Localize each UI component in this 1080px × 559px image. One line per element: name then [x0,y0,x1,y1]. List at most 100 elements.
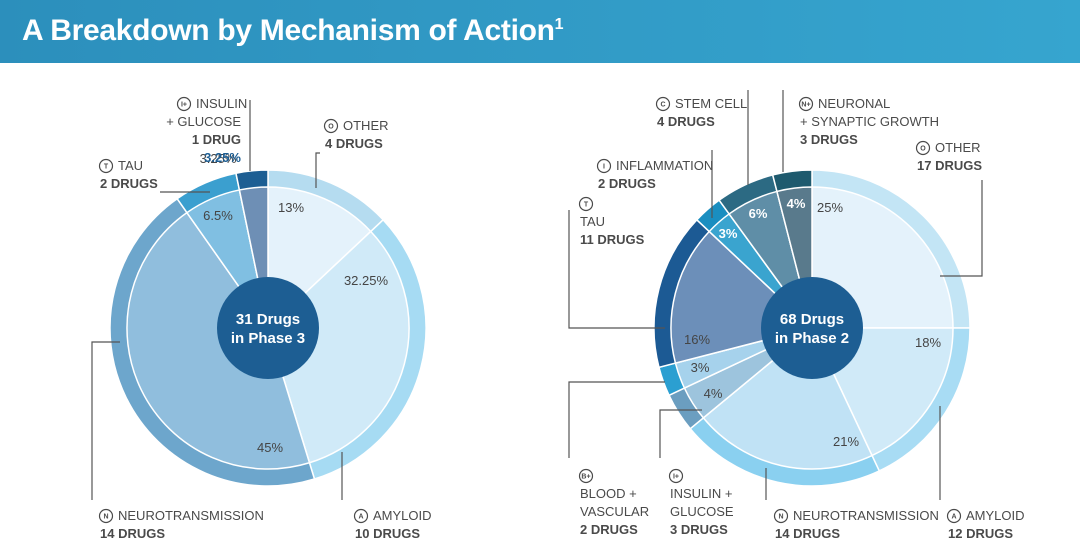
legend-tau: T TAU 11 DRUGS [578,196,645,247]
legend-label-neurotransmission: NEUROTRANSMISSION [793,508,939,523]
amyloid-icon [946,508,962,524]
other-icon-glyph: O [328,124,334,131]
neurotransmission-icon [98,508,114,524]
other-icon [323,118,339,134]
pie-chart-2: 68 Drugs in Phase 2 25% O OTHER 17 DRUGS 18% A A… [568,90,1025,541]
legend-value-inflammation: 2 DRUGS [598,176,656,191]
neuronal_synaptic-icon-glyph: N+ [801,102,810,109]
insulin_glucose-icon-glyph: I+ [181,102,187,109]
tau-icon-glyph: T [104,164,109,171]
pie-chart-1: 31 Drugs in Phase 3 13% O OTHER 4 DRUGS 32.25%… [91,96,432,541]
other-icon [915,140,931,156]
neurotransmission-icon-glyph: N [103,514,108,521]
legend-value-amyloid: 10 DRUGS [355,526,420,541]
legend-neurotransmission: N NEUROTRANSMISSION 14 DRUGS [773,508,939,541]
legend-value-tau: 2 DRUGS [100,176,158,191]
legend-label-stem_cell: STEM CELL [675,96,747,111]
center-circle [761,277,863,379]
percent-label-other: 25% [817,200,843,215]
legend-amyloid: A AMYLOID 10 DRUGS [353,508,432,541]
title-footnote: 1 [554,16,564,33]
stem_cell-icon [655,96,671,112]
neurotransmission-icon [773,508,789,524]
legend-other: O OTHER 17 DRUGS [915,140,982,173]
center-label: in Phase 2 [775,330,849,347]
tau-icon [98,158,114,174]
percent-label-other: 13% [278,200,304,215]
percent-label-tau: 16% [684,332,710,347]
legend-value-neurotransmission: 14 DRUGS [775,526,840,541]
legend-value-tau: 11 DRUGS [580,232,645,247]
percent-label-insulin_glucose: 3.25% [200,151,237,166]
center-circle [217,277,319,379]
blood_vascular-icon-glyph: B+ [581,474,590,481]
slice-neurotransmission [126,211,311,470]
inflammation-icon-glyph: I [603,164,605,171]
amyloid-icon-glyph: A [358,514,363,521]
insulin_glucose-icon-glyph: I+ [673,474,679,481]
neurotransmission-icon-glyph: N [778,514,783,521]
legend-label-tau: TAU [580,214,605,229]
percent-label-neurotransmission: 45% [257,440,283,455]
legend-insulin_glucose: I+ INSULIN + GLUCOSE 1 DRUG 3.25% [166,96,247,165]
legend-inflammation: I INFLAMMATION 2 DRUGS [596,158,713,191]
slice-amyloid [267,230,410,464]
legend-insulin_glucose: I+ INSULIN + GLUCOSE 3 DRUGS [668,468,734,537]
percent-label-neuronal_synaptic: 4% [787,196,806,211]
inflammation-icon [596,158,612,174]
legend-label-insulin_glucose: INSULIN [196,96,247,111]
slice-neurotransmission [702,326,874,470]
center-label: in Phase 3 [231,330,305,347]
legend-amyloid: A AMYLOID 12 DRUGS [946,508,1025,541]
legend-percent-insulin_glucose: 3.25% [204,150,241,165]
legend-label-blood_vascular: VASCULAR [580,504,649,519]
insulin_glucose-icon [668,468,684,484]
legend-value-stem_cell: 4 DRUGS [657,114,715,129]
legend-label-inflammation: INFLAMMATION [616,158,713,173]
legend-label-neurotransmission: NEUROTRANSMISSION [118,508,264,523]
legend-label-other: OTHER [935,140,981,155]
blood_vascular-icon [578,468,594,484]
legend-label-insulin_glucose: INSULIN + [670,486,733,501]
title-text: A Breakdown by Mechanism of Action [22,14,555,47]
legend-label-other: OTHER [343,118,389,133]
legend-value-neurotransmission: 14 DRUGS [100,526,165,541]
percent-label-inflammation: 3% [719,226,738,241]
tau-icon [578,196,594,212]
neuronal_synaptic-icon [798,96,814,112]
percent-label-neurotransmission: 21% [833,434,859,449]
percent-label-tau: 6.5% [203,208,233,223]
legend-stem_cell: C STEM CELL 4 DRUGS [655,96,747,129]
amyloid-icon-glyph: A [951,514,956,521]
leader-line-insulin_glucose [659,409,702,458]
amyloid-icon [353,508,369,524]
legend-label-amyloid: AMYLOID [966,508,1025,523]
legend-label-insulin_glucose: GLUCOSE [670,504,734,519]
leader-line-tau [568,210,665,329]
leader-line-other [315,152,320,188]
legend-other: O OTHER 4 DRUGS [323,118,389,151]
legend-neurotransmission: N NEUROTRANSMISSION 14 DRUGS [98,508,264,541]
legend-value-other: 4 DRUGS [325,136,383,151]
legend-value-insulin_glucose: 1 DRUG [192,132,241,147]
legend-label-blood_vascular: BLOOD + [580,486,637,501]
legend-value-insulin_glucose: 3 DRUGS [670,522,728,537]
legend-label-neuronal_synaptic: NEURONAL [818,96,890,111]
insulin_glucose-icon [176,96,192,112]
legend-label-neuronal_synaptic: + SYNAPTIC GROWTH [800,114,939,129]
center-label: 31 Drugs [236,311,300,328]
legend-label-amyloid: AMYLOID [373,508,432,523]
legend-value-blood_vascular: 2 DRUGS [580,522,638,537]
percent-label-blood_vascular: 3% [691,360,710,375]
legend-neuronal_synaptic: N+ NEURONAL + SYNAPTIC GROWTH 3 DRUGS [798,96,939,147]
leader-line-blood_vascular [568,381,665,458]
legend-value-other: 17 DRUGS [917,158,982,173]
other-icon-glyph: O [920,146,926,153]
legend-blood_vascular: B+ BLOOD + VASCULAR 2 DRUGS [578,468,649,537]
stem_cell-icon-glyph: C [660,102,665,109]
center-label: 68 Drugs [780,311,844,328]
percent-label-stem_cell: 6% [749,206,768,221]
percent-label-amyloid: 18% [915,335,941,350]
leader-line-neurotransmission [91,341,120,500]
